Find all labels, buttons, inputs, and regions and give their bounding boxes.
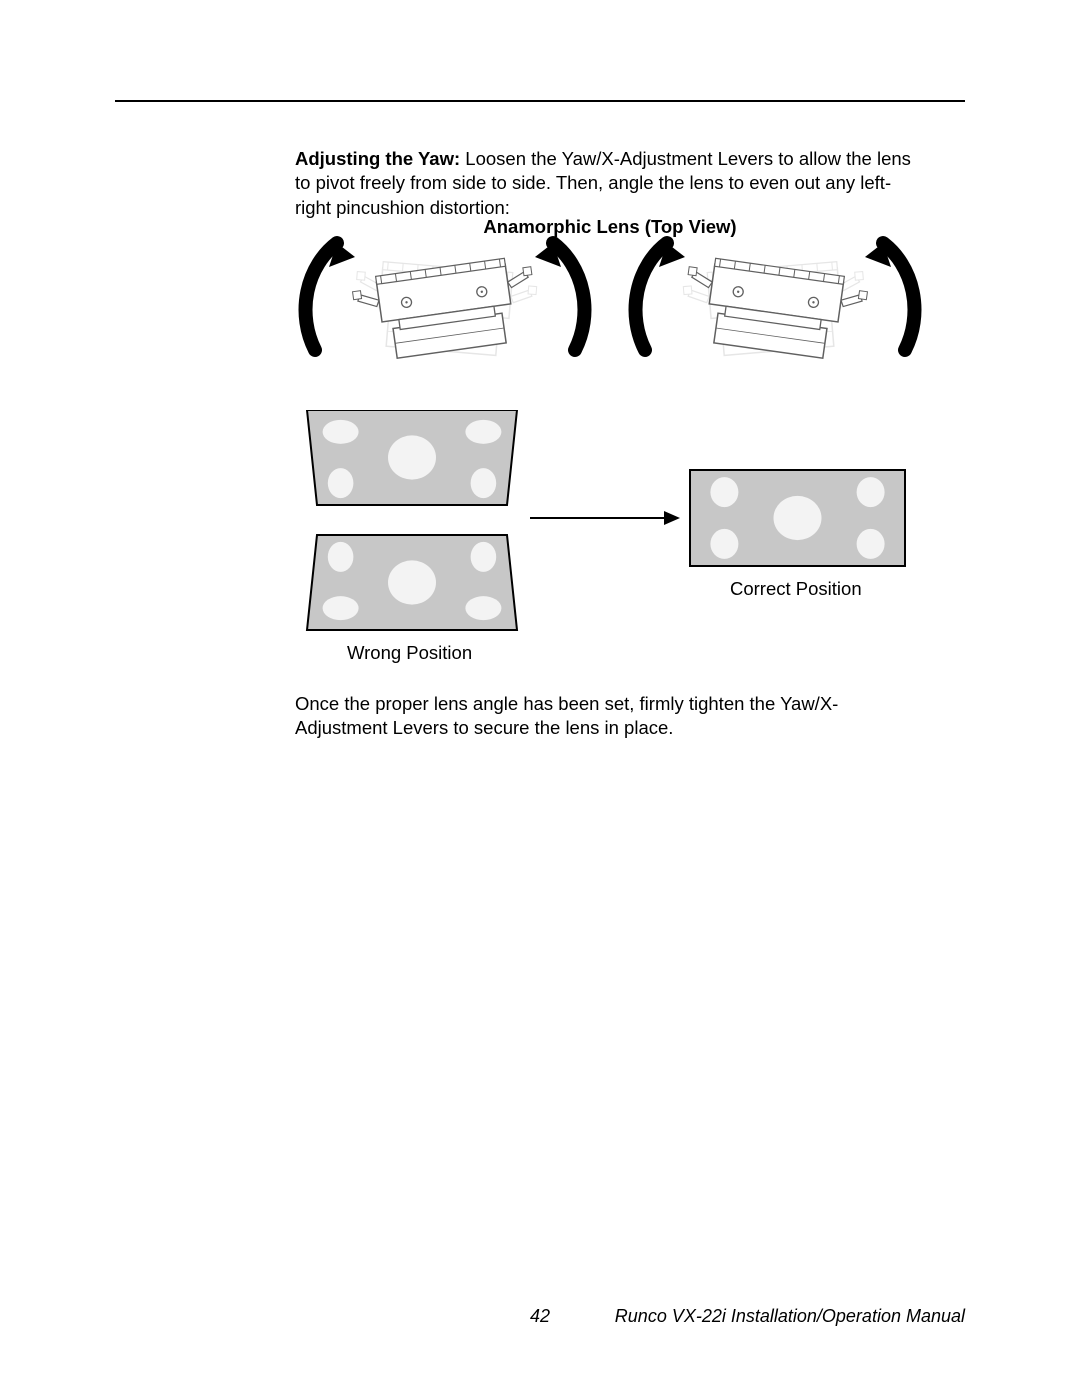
lens-right-cell [625, 225, 925, 385]
label-correct-position: Correct Position [730, 578, 862, 600]
lens-left-cell [295, 225, 595, 385]
header-rule [115, 100, 965, 102]
label-wrong-position: Wrong Position [347, 642, 472, 664]
para1-lead: Adjusting the Yaw: [295, 148, 465, 169]
lens-right-svg [625, 225, 925, 385]
body-paragraph-2: Once the proper lens angle has been set,… [295, 692, 925, 742]
lens-row [295, 225, 925, 385]
pattern-row: Wrong Position Correct Position [295, 410, 925, 630]
lens-left-svg [295, 225, 595, 385]
figure-area: Wrong Position Correct Position [295, 225, 925, 630]
footer-doc-title: Runco VX-22i Installation/Operation Manu… [615, 1306, 965, 1327]
body-paragraph-1: Adjusting the Yaw: Loosen the Yaw/X-Adju… [295, 147, 925, 222]
manual-page: Adjusting the Yaw: Loosen the Yaw/X-Adju… [0, 0, 1080, 1397]
patterns-svg [295, 410, 925, 640]
